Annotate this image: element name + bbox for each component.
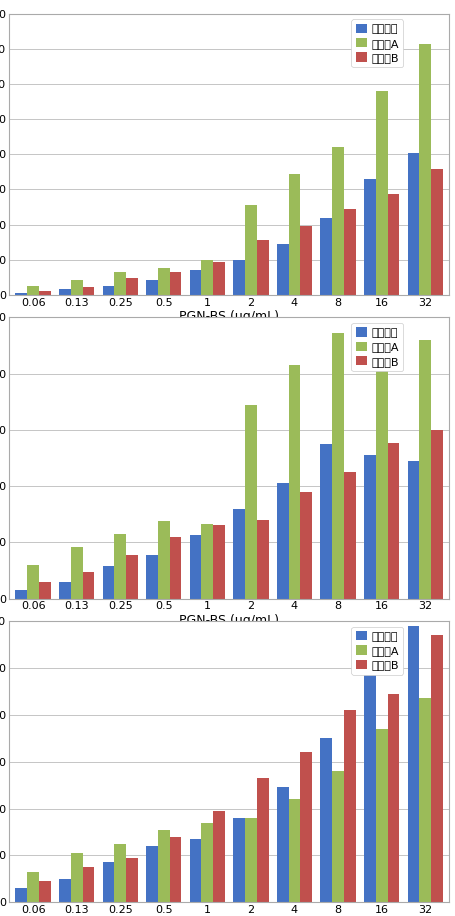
X-axis label: PGN-BS (μg/mL): PGN-BS (μg/mL) — [179, 311, 278, 323]
Bar — [82, 572, 94, 598]
Bar — [276, 788, 288, 902]
Bar — [15, 590, 27, 598]
Bar — [256, 240, 268, 295]
Bar — [71, 853, 82, 902]
Bar — [419, 44, 430, 295]
Bar — [114, 534, 126, 598]
Bar — [213, 262, 224, 295]
Bar — [102, 566, 114, 598]
Bar — [300, 752, 312, 902]
Bar — [256, 778, 268, 902]
Bar — [387, 442, 399, 598]
Bar — [71, 280, 82, 295]
Bar — [300, 225, 312, 295]
Bar — [407, 153, 419, 295]
Bar — [15, 293, 27, 295]
Bar — [244, 205, 256, 295]
Bar — [276, 484, 288, 598]
Bar — [213, 811, 224, 902]
Bar — [27, 565, 39, 598]
Bar — [82, 867, 94, 902]
Bar — [430, 169, 442, 295]
Bar — [375, 729, 387, 902]
Bar — [419, 340, 430, 598]
Bar — [375, 342, 387, 598]
Bar — [169, 272, 181, 295]
Bar — [102, 863, 114, 902]
Bar — [407, 626, 419, 902]
Bar — [276, 244, 288, 295]
Bar — [157, 267, 169, 295]
Bar — [39, 881, 51, 902]
Bar — [59, 878, 71, 902]
Bar — [320, 738, 331, 902]
Bar — [430, 430, 442, 598]
Bar — [244, 818, 256, 902]
Bar — [331, 147, 343, 295]
Bar — [201, 260, 213, 295]
Bar — [126, 278, 137, 295]
Bar — [331, 771, 343, 902]
Bar — [363, 671, 375, 902]
Bar — [244, 405, 256, 598]
Bar — [146, 280, 157, 295]
Bar — [419, 698, 430, 902]
Bar — [343, 710, 355, 902]
Bar — [82, 287, 94, 295]
Bar — [39, 291, 51, 295]
X-axis label: PGN-BS (μg/mL): PGN-BS (μg/mL) — [179, 614, 278, 627]
Bar — [189, 270, 201, 295]
Bar — [189, 535, 201, 598]
Legend: 주관부서, 제조사A, 제조사B: 주관부서, 제조사A, 제조사B — [350, 323, 402, 371]
Bar — [288, 799, 300, 902]
Bar — [169, 537, 181, 598]
Bar — [146, 846, 157, 902]
Bar — [114, 844, 126, 902]
Bar — [157, 830, 169, 902]
Bar — [343, 472, 355, 598]
Bar — [126, 555, 137, 598]
Bar — [407, 461, 419, 598]
Bar — [126, 857, 137, 902]
Bar — [233, 818, 244, 902]
Bar — [114, 272, 126, 295]
Bar — [15, 889, 27, 902]
Bar — [320, 444, 331, 598]
Bar — [146, 555, 157, 598]
Bar — [288, 174, 300, 295]
Bar — [288, 365, 300, 598]
Bar — [59, 289, 71, 295]
Bar — [71, 547, 82, 598]
Bar — [59, 582, 71, 598]
Bar — [27, 872, 39, 902]
Bar — [157, 521, 169, 598]
Legend: 주관부서, 제조사A, 제조사B: 주관부서, 제조사A, 제조사B — [350, 19, 402, 67]
Bar — [387, 194, 399, 295]
Bar — [213, 526, 224, 598]
Bar — [102, 286, 114, 295]
Bar — [375, 91, 387, 295]
Bar — [363, 179, 375, 295]
Bar — [201, 823, 213, 902]
Bar — [256, 520, 268, 598]
Bar — [201, 524, 213, 598]
Bar — [363, 455, 375, 598]
Bar — [300, 492, 312, 598]
Bar — [233, 260, 244, 295]
Bar — [189, 839, 201, 902]
Bar — [320, 219, 331, 295]
Bar — [233, 508, 244, 598]
Bar — [169, 836, 181, 902]
Bar — [343, 209, 355, 295]
Legend: 주관부서, 제조사A, 제조사B: 주관부서, 제조사A, 제조사B — [350, 627, 402, 675]
Bar — [39, 582, 51, 598]
Bar — [331, 333, 343, 598]
Bar — [27, 286, 39, 295]
Bar — [430, 635, 442, 902]
Bar — [387, 693, 399, 902]
